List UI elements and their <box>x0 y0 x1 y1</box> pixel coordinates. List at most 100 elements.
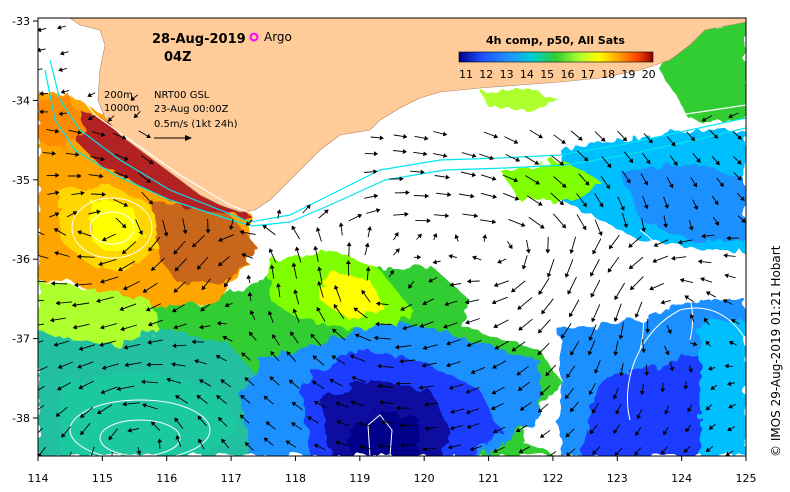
current-vector-head <box>55 412 61 417</box>
current-vector-head <box>470 193 475 199</box>
current-vector-head <box>714 200 719 206</box>
current-vector-head <box>422 345 428 351</box>
current-vector-head <box>724 363 729 369</box>
current-vector-head <box>492 194 498 199</box>
current-vector-head <box>569 312 574 318</box>
y-tick-label: -37 <box>12 333 30 346</box>
current-vector <box>38 427 43 434</box>
current-vector-head <box>249 310 255 315</box>
current-vector-head <box>614 295 619 301</box>
current-vector-head <box>605 184 610 190</box>
altimetry-label: NRT00 GSL <box>154 90 210 101</box>
current-vector-head <box>710 385 716 390</box>
current-vector-head <box>703 317 709 323</box>
current-vector-head <box>648 138 653 144</box>
current-vector-head <box>728 404 733 409</box>
y-axis: -33 -34 -35 -36 -37 -38 <box>12 15 38 425</box>
current-vector-head <box>267 310 273 316</box>
current-vector-head <box>588 336 594 342</box>
current-vector-head <box>77 364 82 369</box>
current-vector-head <box>492 428 498 434</box>
current-vector-head <box>78 346 84 351</box>
current-vector-head <box>80 430 85 436</box>
current-vector-head <box>173 249 178 255</box>
current-vector-head <box>684 295 690 300</box>
current-vector-head <box>423 151 428 157</box>
color-scale-tick-label: 20 <box>642 68 656 81</box>
current-vector-head <box>262 224 268 230</box>
y-tick-label: -34 <box>12 94 30 107</box>
current-vector-head <box>613 429 618 434</box>
current-vector-head <box>377 383 382 389</box>
current-vector-head <box>539 224 545 229</box>
current-vector-head <box>663 430 668 436</box>
current-vector-head <box>545 371 550 377</box>
current-vector-head <box>272 334 277 339</box>
current-vector-head <box>641 227 647 233</box>
current-vector-head <box>514 195 520 201</box>
current-vector-head <box>364 242 370 248</box>
current-vector-head <box>623 223 629 229</box>
altimetry-date: 23-Aug 00:00Z <box>154 104 229 115</box>
current-vector-head <box>396 405 401 411</box>
current-vector-head <box>688 226 694 231</box>
current-vector-head <box>490 405 496 411</box>
current-vector-head <box>537 328 543 334</box>
current-vector <box>38 340 44 343</box>
current-vector-head <box>71 302 77 308</box>
current-vector-head <box>72 211 78 216</box>
current-vector-head <box>141 403 147 408</box>
current-vector-head <box>600 137 606 142</box>
current-vector-head <box>216 395 221 400</box>
current-vector-head <box>312 355 318 361</box>
current-vector-head <box>332 328 337 334</box>
current-vector-head <box>147 339 152 345</box>
current-vector-head <box>373 335 378 341</box>
current-vector-head <box>217 417 223 422</box>
current-vector-head <box>588 390 594 396</box>
current-vector-head <box>628 243 633 248</box>
x-tick-label: 115 <box>92 472 113 485</box>
current-vector-head <box>54 250 59 256</box>
current-vector-head <box>432 259 438 265</box>
current-vector-head <box>367 226 372 231</box>
current-vector-head <box>608 244 614 250</box>
current-vector-head <box>317 266 322 271</box>
current-vector-head <box>33 229 36 232</box>
current-vector-head <box>174 417 179 423</box>
current-vector-head <box>98 261 103 267</box>
current-vector-head <box>276 209 282 214</box>
current-vector-head <box>417 233 422 239</box>
current-vector <box>38 231 45 236</box>
current-vector-head <box>133 113 139 119</box>
current-vector-head <box>570 351 575 356</box>
current-vector-head <box>664 350 670 356</box>
land-australia <box>60 18 746 213</box>
current-vector-head <box>101 236 107 242</box>
current-vector-head <box>701 117 707 122</box>
current-vector-head <box>53 228 59 233</box>
current-vector-head <box>293 289 299 294</box>
current-vector-head <box>584 181 590 186</box>
color-scale-tick-label: 14 <box>520 68 534 81</box>
current-vector-head <box>196 395 202 400</box>
current-vector-head <box>317 280 322 286</box>
current-vector-head <box>377 363 382 369</box>
current-vector-head <box>96 209 101 215</box>
current-vector-head <box>402 325 407 331</box>
current-vector-head <box>664 410 669 415</box>
current-vector-head <box>199 324 204 330</box>
current-vector-head <box>466 278 472 284</box>
current-vector-head <box>244 377 250 382</box>
current-vector-head <box>247 291 253 297</box>
current-vector-head <box>403 134 408 139</box>
current-vector-head <box>53 342 59 347</box>
current-vector-head <box>713 134 719 139</box>
current-vector-head <box>619 372 624 377</box>
current-vector-head <box>120 326 125 332</box>
current-vector-head <box>629 285 635 291</box>
current-vector-head <box>198 438 203 444</box>
current-vector-head <box>471 153 477 159</box>
current-vector-head <box>291 225 296 231</box>
current-vector-head <box>99 342 104 347</box>
